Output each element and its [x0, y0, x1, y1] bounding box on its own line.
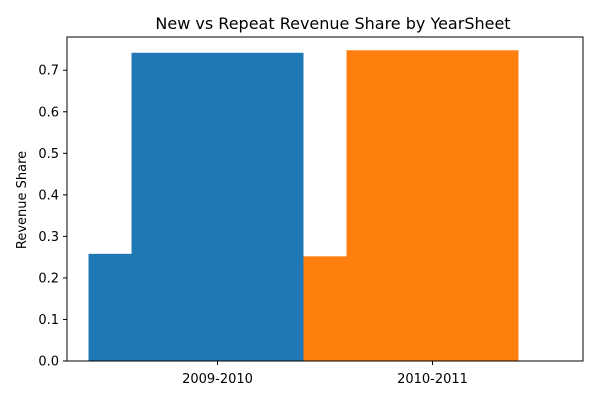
x-tick-label: 2009-2010: [182, 372, 253, 387]
y-tick-label: 0.2: [38, 271, 59, 286]
y-tick-label: 0.4: [38, 188, 59, 203]
y-axis-label: Revenue Share: [15, 151, 30, 249]
y-tick-label: 0.0: [38, 355, 59, 370]
y-tick-label: 0.5: [38, 147, 59, 162]
y-tick-label: 0.3: [38, 230, 59, 245]
x-tick-label: 2010-2011: [397, 372, 468, 387]
bars-group: [88, 50, 519, 362]
x-ticks-group: 2009-2010 2010-2011: [182, 361, 468, 387]
y-tick-label: 0.1: [38, 313, 59, 328]
bar-2009-2010-1: [131, 52, 304, 362]
y-tick-label: 0.6: [38, 105, 59, 120]
plot-frame: [66, 36, 584, 362]
y-tick-label: 0.7: [38, 64, 59, 79]
chart-title: New vs Repeat Revenue Share by YearSheet: [155, 14, 510, 33]
bar-2010-2011-3: [346, 50, 519, 362]
y-ticks-group: 0.0 0.1 0.2 0.3 0.4 0.5 0.6 0.7: [38, 64, 67, 370]
